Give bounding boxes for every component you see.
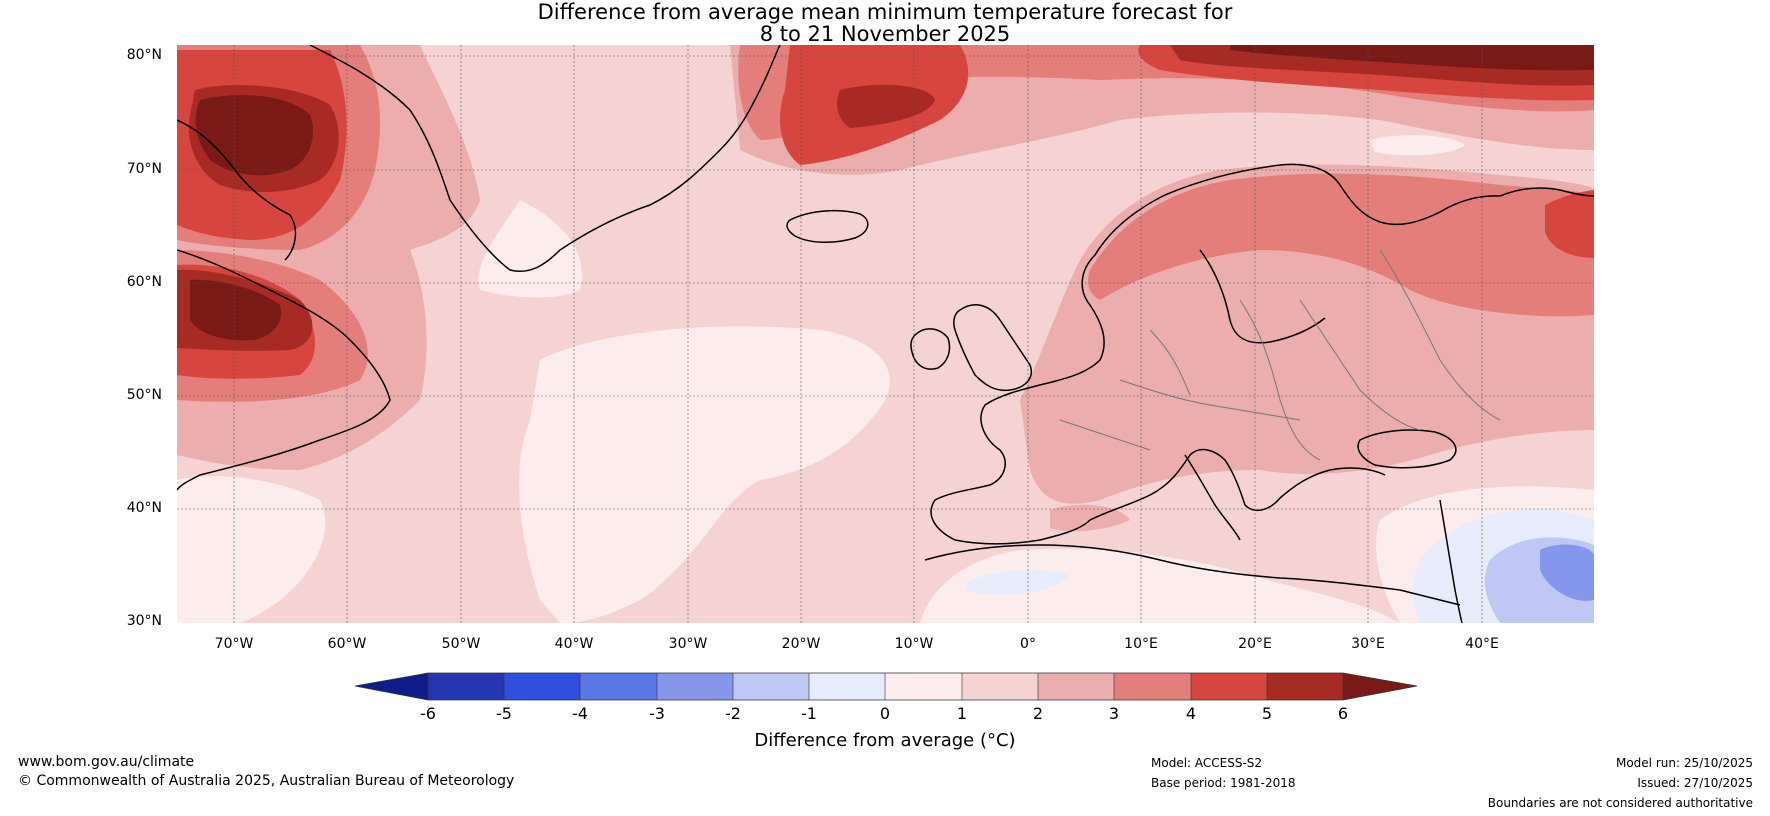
anomaly-zone-above-6-baffin xyxy=(195,95,314,176)
anomaly-zone-0-1-atlantic-west xyxy=(478,200,582,298)
lat-label-80n: 80°N xyxy=(126,47,162,63)
anomaly-zone-minus-3-2 xyxy=(1540,544,1594,601)
model-run-info: Model run: 25/10/2025 xyxy=(1615,756,1753,770)
colorbar-tick: 1 xyxy=(956,704,968,723)
lat-label-70n: 70°N xyxy=(126,161,162,177)
colorbar-segment-below-minus6 xyxy=(355,673,428,700)
lat-label-40n: 40°N xyxy=(126,500,162,516)
colorbar-segment-0-1 xyxy=(885,673,962,700)
lat-label-60n: 60°N xyxy=(126,274,162,290)
europe-west-coast xyxy=(930,254,1105,545)
lon-label-70w: 70°W xyxy=(214,636,254,652)
map-title-line-1: Difference from average mean minimum tem… xyxy=(537,0,1233,24)
boundaries-disclaimer: Boundaries are not considered authoritat… xyxy=(1487,796,1753,810)
lon-label-10e: 10°E xyxy=(1124,636,1158,652)
base-period-info: Base period: 1981-2018 xyxy=(1151,776,1296,790)
labrador-coast xyxy=(177,249,391,491)
model-info: Model: ACCESS-S2 xyxy=(1151,756,1263,770)
colorbar-tick: -4 xyxy=(572,704,588,723)
lon-label-60w: 60°W xyxy=(327,636,367,652)
lat-label-30n: 30°N xyxy=(126,613,162,629)
ireland-coast xyxy=(910,328,951,370)
north-africa-coast xyxy=(924,544,1461,606)
lat-label-50n: 50°N xyxy=(126,387,162,403)
colorbar-tick: -1 xyxy=(801,704,817,723)
lon-label-10w: 10°W xyxy=(894,636,934,652)
anomaly-zone-minus-1-0-africa xyxy=(965,569,1070,595)
lon-label-20w: 20°W xyxy=(781,636,821,652)
colorbar-segment-minus6-minus5 xyxy=(428,673,504,700)
country-borders xyxy=(1059,249,1501,461)
colorbar-label: Difference from average (°C) xyxy=(754,730,1016,751)
italy-coast xyxy=(1184,454,1241,541)
lon-label-30e: 30°E xyxy=(1351,636,1385,652)
anomaly-zone-5-6-greenland-sea xyxy=(837,84,935,128)
colorbar-tick: -2 xyxy=(725,704,741,723)
colorbar-segment-1-2 xyxy=(962,673,1038,700)
black-sea-coast xyxy=(1357,429,1457,469)
baltic-coast xyxy=(1199,249,1326,344)
anomaly-zone-3-4-scandinavia xyxy=(1088,173,1594,317)
colorbar-segment-minus4-minus3 xyxy=(580,673,657,700)
lon-label-50w: 50°W xyxy=(441,636,481,652)
colorbar-tick: -3 xyxy=(649,704,665,723)
british-isles-coast xyxy=(953,304,1032,392)
colorbar-tick: -5 xyxy=(496,704,512,723)
website-link[interactable]: www.bom.gov.au/climate xyxy=(18,754,195,770)
greenland-coast xyxy=(309,45,781,272)
colorbar-tick: 2 xyxy=(1032,704,1044,723)
scandinavia-coast xyxy=(1094,163,1501,256)
colorbar-segment-above-6 xyxy=(1343,673,1417,700)
colorbar-segment-minus1-0 xyxy=(809,673,885,700)
colorbar-tick: 0 xyxy=(879,704,891,723)
graticule xyxy=(177,45,1594,623)
lon-label-20e: 20°E xyxy=(1238,636,1272,652)
colorbar xyxy=(354,672,1418,701)
colorbar-tick: 5 xyxy=(1261,704,1273,723)
mediterranean-north-coast xyxy=(1089,448,1386,521)
anomaly-zone-4-5-russia xyxy=(1545,190,1594,258)
levant-coast xyxy=(1439,499,1463,623)
anomaly-zone-0-1-atlantic xyxy=(519,326,890,623)
lon-label-40w: 40°W xyxy=(554,636,594,652)
anomaly-zone-above-6-barents xyxy=(1230,45,1594,71)
colorbar-segment-minus3-minus2 xyxy=(657,673,733,700)
lon-label-40e: 40°E xyxy=(1465,636,1499,652)
colorbar-segment-5-6 xyxy=(1267,673,1343,700)
colorbar-segment-3-4 xyxy=(1114,673,1191,700)
coastlines xyxy=(177,45,1594,623)
iceland-coast xyxy=(786,209,869,243)
colorbar-tick: 4 xyxy=(1185,704,1197,723)
colorbar-tick: -6 xyxy=(420,704,436,723)
colorbar-segment-4-5 xyxy=(1191,673,1267,700)
lon-label-0: 0° xyxy=(1020,636,1036,652)
anomaly-zone-above-6-labrador xyxy=(190,279,282,341)
issued-date: Issued: 27/10/2025 xyxy=(1637,776,1753,790)
colorbar-segment-minus2-minus1 xyxy=(733,673,809,700)
anomaly-zone-0-1-southwest xyxy=(177,476,326,623)
colorbar-tick: 3 xyxy=(1108,704,1120,723)
lon-label-30w: 30°W xyxy=(668,636,708,652)
temperature-anomaly-field xyxy=(177,45,1594,623)
copyright-notice: © Commonwealth of Australia 2025, Austra… xyxy=(18,773,515,789)
colorbar-tick: 6 xyxy=(1337,704,1349,723)
colorbar-segment-minus5-minus4 xyxy=(504,673,580,700)
colorbar-segment-2-3 xyxy=(1038,673,1114,700)
anomaly-zone-0-1-arctic xyxy=(1370,135,1465,156)
baffin-coast xyxy=(177,119,297,261)
russia-north-coast xyxy=(1499,187,1594,197)
anomaly-zone-0-1-north-africa xyxy=(920,548,1400,623)
map-title-line-2: 8 to 21 November 2025 xyxy=(759,22,1011,46)
